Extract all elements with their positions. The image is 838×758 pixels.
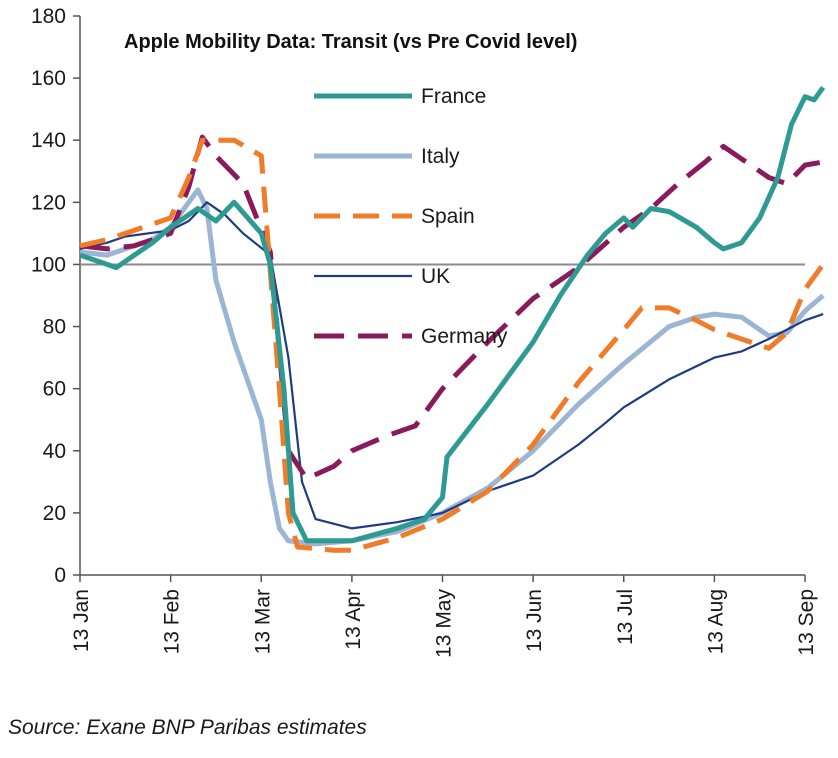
y-tick-label: 140 (31, 129, 66, 152)
y-tick-label: 0 (54, 564, 66, 587)
x-tick-label: 13 Jan (70, 589, 93, 652)
x-tick-label: 13 Feb (161, 589, 184, 654)
source-note: Source: Exane BNP Paribas estimates (8, 716, 367, 739)
axes-group: 0 20 40 60 80 100 120 140 160 180 13 Jan 13 Feb 13 M… (31, 5, 818, 658)
series-group (79, 85, 826, 553)
x-tick-label: 13 Jul (614, 589, 637, 645)
series-line-france (79, 85, 826, 544)
y-tick-label: 160 (31, 67, 66, 90)
x-tick-label: 13 Apr (342, 589, 365, 650)
y-tick-label: 180 (31, 5, 66, 28)
y-tick-label: 40 (43, 440, 66, 463)
y-tick-label: 80 (43, 316, 66, 339)
x-tick-label: 13 May (433, 589, 456, 658)
y-tick-label: 20 (43, 502, 66, 525)
y-tick-label: 60 (43, 378, 66, 401)
chart-title: Apple Mobility Data: Transit (vs Pre Cov… (124, 31, 577, 53)
line-chart: 0 20 40 60 80 100 120 140 160 180 13 Jan 13 Feb 13 M… (31, 5, 826, 658)
legend-label-germany: Germany (421, 325, 508, 348)
y-tick-label: 120 (31, 191, 66, 214)
x-tick-label: 13 Mar (251, 589, 274, 654)
legend-label-italy: Italy (421, 145, 460, 168)
series-line-uk (79, 201, 824, 530)
x-tick-label: 13 Aug (704, 589, 727, 654)
legend-label-spain: Spain (421, 205, 475, 228)
y-tick-label: 100 (31, 253, 66, 276)
legend: France Italy Spain UK Germany (314, 85, 508, 348)
legend-label-uk: UK (421, 265, 450, 288)
x-tick-label: 13 Sep (795, 589, 818, 656)
legend-label-france: France (421, 85, 486, 108)
x-tick-label: 13 Jun (523, 589, 546, 652)
series-line-spain (79, 137, 826, 553)
series-line-germany (79, 134, 824, 482)
